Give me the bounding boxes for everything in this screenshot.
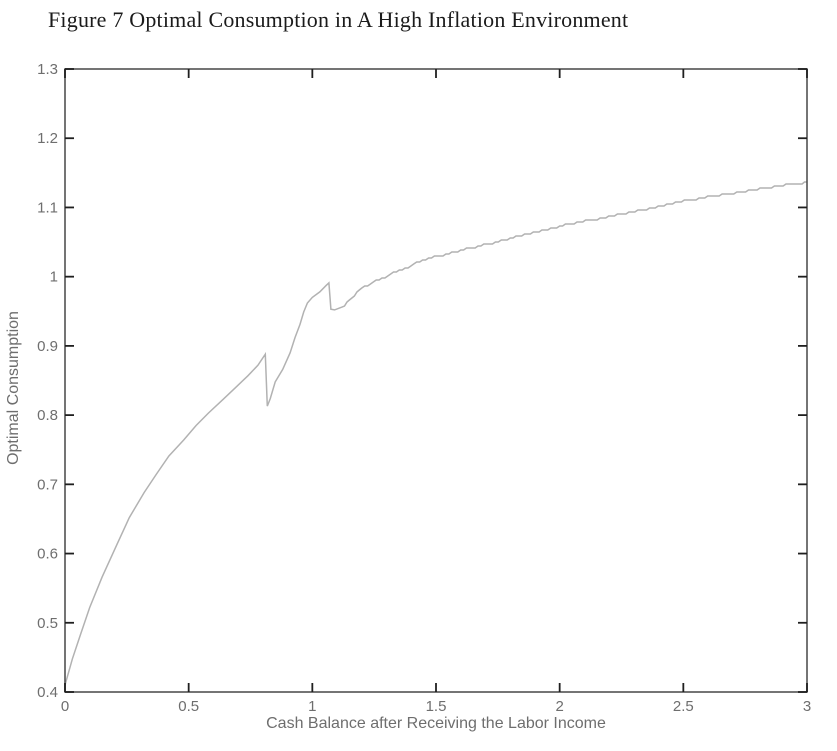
x-tick-label: 3 <box>803 698 811 715</box>
y-tick-label: 0.6 <box>37 546 58 563</box>
x-tick-label: 2.5 <box>673 698 694 715</box>
x-tick-label: 0 <box>61 698 69 715</box>
y-tick-label: 1.3 <box>37 61 58 78</box>
plot-box <box>64 68 808 693</box>
y-tick-label: 0.7 <box>37 476 58 493</box>
x-axis-label: Cash Balance after Receiving the Labor I… <box>266 715 606 732</box>
consumption-curve <box>64 181 807 686</box>
x-tick-label: 0.5 <box>178 698 199 715</box>
y-tick-label: 1.1 <box>37 199 58 216</box>
y-axis-label: Optimal Consumption <box>5 311 22 465</box>
x-tick-label: 2 <box>555 698 563 715</box>
y-tick-label: 0.9 <box>37 338 58 355</box>
y-tick-label: 1.2 <box>37 130 58 147</box>
figure-title: Figure 7 Optimal Consumption in A High I… <box>48 7 629 32</box>
x-tick-label: 1 <box>308 698 316 715</box>
y-tick-label: 0.8 <box>37 407 58 424</box>
y-tick-label: 0.4 <box>37 684 58 701</box>
y-tick-label: 0.5 <box>37 615 58 632</box>
x-tick-label: 1.5 <box>426 698 447 715</box>
y-tick-label: 1 <box>50 269 58 286</box>
